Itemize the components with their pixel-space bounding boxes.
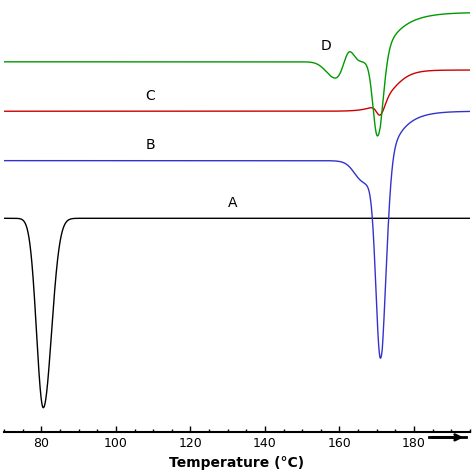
Text: D: D — [321, 39, 332, 53]
Text: A: A — [228, 196, 237, 210]
Text: C: C — [146, 89, 155, 103]
X-axis label: Temperature (°C): Temperature (°C) — [169, 456, 305, 470]
Text: B: B — [146, 138, 155, 152]
